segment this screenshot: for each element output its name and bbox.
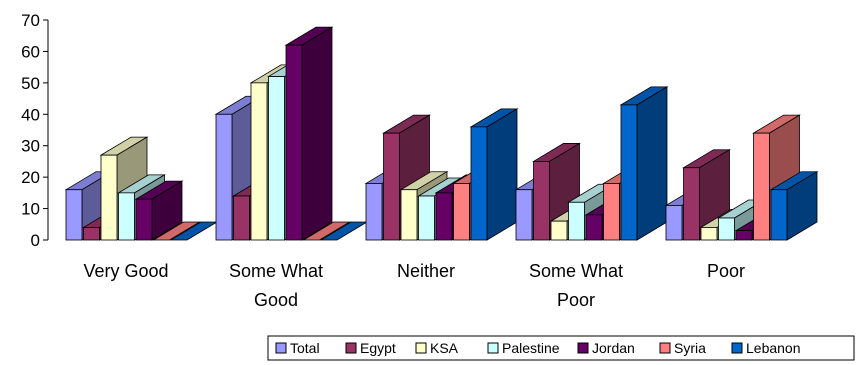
bar <box>302 221 351 241</box>
category-label: Good <box>254 290 298 310</box>
category-label: Some What <box>529 261 623 281</box>
legend-swatch <box>345 342 357 354</box>
y-tick-label: 50 <box>21 74 40 93</box>
legend: Total Egypt KSA Palestine Jordan Syria Lebanon <box>267 335 855 361</box>
bar-front <box>735 230 753 241</box>
bar-top <box>152 221 201 241</box>
y-tick-label: 30 <box>21 137 40 156</box>
bar-top <box>302 221 351 241</box>
category-label: Some What <box>229 261 323 281</box>
legend-swatch <box>577 342 589 354</box>
legend-swatch <box>731 342 743 354</box>
legend-label: Jordan <box>592 340 635 356</box>
legend-item: Palestine <box>487 340 560 356</box>
legend-label: Lebanon <box>746 340 801 356</box>
bar-front <box>365 183 383 241</box>
y-tick-label: 70 <box>21 11 40 30</box>
bar <box>152 221 201 241</box>
bars <box>64 26 819 241</box>
legend-item: Jordan <box>577 340 635 356</box>
legend-item: Syria <box>659 340 706 356</box>
category-label: Neither <box>397 261 455 281</box>
bar-front <box>753 132 770 241</box>
bar-front <box>215 113 233 241</box>
bar <box>769 171 819 241</box>
y-tick-label: 0 <box>31 231 40 250</box>
legend-label: Syria <box>674 340 706 356</box>
legend-label: Egypt <box>360 340 396 356</box>
bar-side <box>301 26 333 241</box>
bar <box>284 26 334 241</box>
category-label: Poor <box>707 261 745 281</box>
bar-front <box>118 192 135 241</box>
category-label: Very Good <box>83 261 168 281</box>
y-tick-label: 40 <box>21 105 40 124</box>
bar-front <box>233 195 250 241</box>
bar-front <box>285 44 303 241</box>
bar-front <box>620 104 638 241</box>
legend-swatch <box>487 342 499 354</box>
bar-front <box>550 220 568 241</box>
bar-front <box>603 183 620 241</box>
category-label: Poor <box>557 290 595 310</box>
y-tick-label: 20 <box>21 168 40 187</box>
bar <box>134 180 184 241</box>
y-tick-label: 10 <box>21 200 40 219</box>
y-axis: 0 10 20 30 40 50 60 70 <box>21 11 49 250</box>
legend-item: KSA <box>415 340 459 356</box>
legend-box <box>267 335 855 361</box>
bar-front <box>418 195 435 241</box>
bar-front <box>470 126 488 241</box>
legend-label: KSA <box>430 340 459 356</box>
legend-label: Total <box>290 340 320 356</box>
bar-side <box>486 108 518 241</box>
bar-front <box>400 189 418 241</box>
bar-front <box>665 205 683 241</box>
bar-front <box>515 189 533 241</box>
bar-front <box>383 132 400 241</box>
legend-swatch <box>275 342 287 354</box>
bar-front <box>770 189 788 241</box>
y-tick-label: 60 <box>21 42 40 61</box>
legend-item: Total <box>275 340 320 356</box>
bar-front <box>65 189 83 241</box>
bar-front <box>268 76 285 241</box>
bar-front <box>100 154 118 241</box>
bar-front <box>83 227 100 241</box>
category-labels: Very Good Some What Good Neither Some What Po… <box>83 261 745 310</box>
bar-front <box>568 201 585 241</box>
bar-front <box>453 183 470 241</box>
legend-item: Egypt <box>345 340 396 356</box>
bar-front <box>250 82 268 241</box>
bar <box>469 108 519 241</box>
bar-front <box>683 167 700 241</box>
bar-front <box>718 217 735 241</box>
legend-swatch <box>659 342 671 354</box>
legend-swatch <box>415 342 427 354</box>
bar <box>619 86 669 241</box>
bar-front <box>585 214 603 241</box>
bar-front <box>135 198 153 241</box>
bar-front <box>533 161 550 241</box>
legend-label: Palestine <box>502 340 560 356</box>
bar-front <box>435 192 453 241</box>
legend-item: Lebanon <box>731 340 801 356</box>
bar-front <box>700 227 718 241</box>
bar-side <box>636 86 668 241</box>
